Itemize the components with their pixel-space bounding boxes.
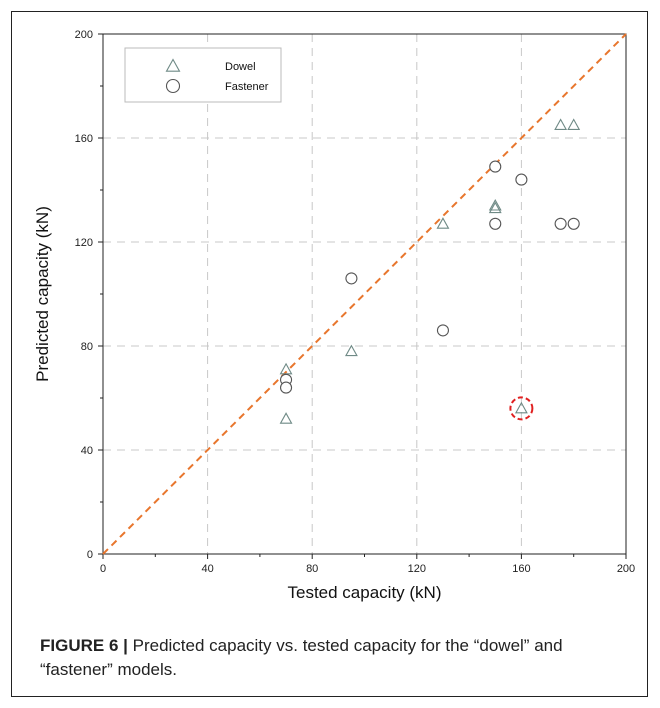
legend-circle-marker	[165, 78, 181, 94]
x-tick-label: 40	[201, 563, 213, 575]
x-tick-label: 120	[408, 563, 426, 575]
legend-label: Fastener	[225, 81, 269, 93]
y-tick-label: 0	[87, 549, 93, 561]
x-tick-label: 0	[100, 563, 106, 575]
dowel-point	[279, 412, 293, 424]
reference-line	[102, 33, 627, 555]
highlight-circle	[509, 396, 534, 421]
figure-frame: 0 40 80 120 160 200 0 40 80 120 160 200 Tested capac…	[11, 11, 648, 697]
x-axis-title: Tested capacity (kN)	[288, 583, 442, 602]
dowel-point	[488, 201, 502, 214]
fastener-point	[436, 324, 450, 337]
y-tick-label: 120	[75, 237, 93, 249]
x-tick-label: 200	[617, 563, 635, 575]
y-tick-label: 80	[81, 341, 93, 353]
dowel-point	[488, 198, 502, 211]
fastener-point	[567, 217, 580, 230]
x-tick-label: 80	[306, 563, 318, 575]
y-tick-label: 160	[75, 133, 93, 145]
fastener-point	[554, 217, 567, 230]
legend-box	[124, 47, 282, 103]
y-axis-title: Predicted capacity (kN)	[33, 206, 52, 382]
dowel-point	[554, 118, 568, 130]
figure-caption: FIGURE 6 | Predicted capacity vs. tested…	[40, 634, 640, 682]
caption-label: FIGURE 6 |	[40, 636, 128, 655]
legend-label: Dowel	[225, 61, 256, 73]
fastener-point	[345, 272, 358, 285]
dowel-point	[567, 118, 581, 130]
fastener-point	[279, 381, 293, 394]
dowel-point	[514, 401, 528, 414]
dowel-point	[344, 344, 358, 357]
y-tick-label: 200	[75, 29, 93, 41]
scatter-chart: 0 40 80 120 160 200 0 40 80 120 160 200 Tested capac…	[33, 29, 635, 602]
caption-text: Predicted capacity vs. tested capacity f…	[40, 636, 563, 679]
legend-triangle-marker	[165, 58, 181, 72]
fastener-point	[489, 160, 502, 173]
fastener-point	[489, 217, 502, 230]
x-tick-label: 160	[512, 563, 530, 575]
fastener-point	[515, 173, 528, 186]
y-tick-label: 40	[81, 445, 93, 457]
dowel-point	[436, 217, 450, 229]
